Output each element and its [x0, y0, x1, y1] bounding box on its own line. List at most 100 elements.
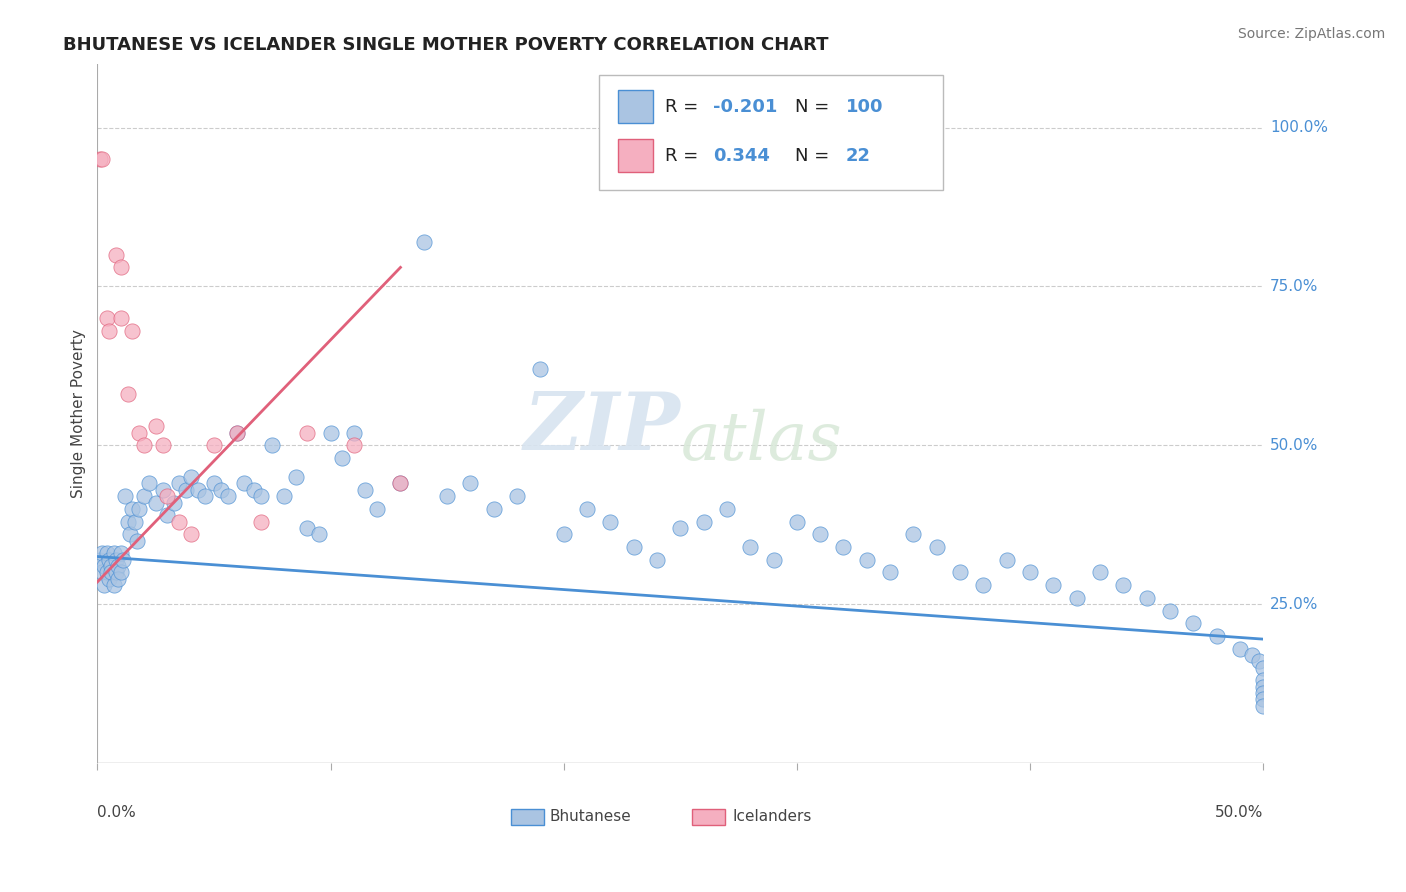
Point [1136, 591, 1159, 605]
Point [145, 419, 167, 434]
Point [879, 566, 901, 580]
Point [308, 527, 330, 541]
Text: R =: R = [665, 146, 704, 165]
Point [506, 489, 529, 503]
Point [319, 425, 342, 440]
Text: 75.0%: 75.0% [1270, 279, 1319, 294]
Text: N =: N = [794, 146, 835, 165]
Point [128, 501, 150, 516]
Text: Icelanders: Icelanders [733, 809, 813, 824]
Point [194, 489, 217, 503]
Point [1229, 641, 1251, 656]
Point [114, 489, 136, 503]
Point [117, 387, 139, 401]
Point [903, 527, 925, 541]
FancyBboxPatch shape [619, 90, 654, 123]
Point [856, 552, 879, 566]
Point [529, 362, 551, 376]
Point [343, 438, 366, 452]
FancyBboxPatch shape [619, 139, 654, 172]
Point [96, 311, 118, 326]
Point [1019, 566, 1042, 580]
Point [343, 425, 366, 440]
Point [91, 566, 114, 580]
FancyBboxPatch shape [512, 809, 544, 824]
Point [217, 489, 239, 503]
Text: ZIP: ZIP [523, 389, 681, 467]
Point [762, 552, 785, 566]
Point [100, 559, 122, 574]
Point [226, 425, 249, 440]
Point [89, 552, 111, 566]
Point [1251, 686, 1274, 700]
Point [180, 470, 202, 484]
Point [242, 483, 264, 497]
Text: 0.0%: 0.0% [97, 805, 136, 820]
Point [202, 476, 225, 491]
Point [389, 476, 412, 491]
Point [366, 501, 388, 516]
Point [786, 515, 808, 529]
Point [482, 501, 505, 516]
Point [110, 566, 132, 580]
Point [98, 324, 121, 338]
Point [972, 578, 994, 592]
Point [1251, 661, 1274, 675]
Point [1247, 654, 1270, 668]
Point [460, 476, 482, 491]
Point [209, 483, 232, 497]
Point [124, 515, 146, 529]
Point [1066, 591, 1088, 605]
Point [187, 483, 209, 497]
Point [103, 546, 125, 560]
Point [273, 489, 295, 503]
Point [105, 566, 128, 580]
Text: R =: R = [665, 98, 704, 116]
FancyBboxPatch shape [599, 75, 942, 190]
Text: atlas: atlas [681, 409, 842, 475]
FancyBboxPatch shape [692, 809, 724, 824]
Point [89, 153, 111, 167]
Point [180, 527, 202, 541]
Text: BHUTANESE VS ICELANDER SINGLE MOTHER POVERTY CORRELATION CHART: BHUTANESE VS ICELANDER SINGLE MOTHER POV… [63, 36, 828, 54]
Point [91, 153, 114, 167]
Point [111, 552, 134, 566]
Point [284, 470, 307, 484]
Point [118, 527, 141, 541]
Point [174, 483, 197, 497]
Point [1112, 578, 1135, 592]
Point [716, 501, 738, 516]
Point [1251, 698, 1274, 713]
Point [669, 521, 692, 535]
Point [389, 476, 412, 491]
Point [167, 515, 190, 529]
Text: N =: N = [794, 98, 835, 116]
Point [295, 521, 318, 535]
Point [96, 546, 118, 560]
Point [995, 552, 1018, 566]
Point [354, 483, 377, 497]
Point [105, 552, 128, 566]
Point [110, 546, 132, 560]
Point [925, 540, 948, 554]
Point [98, 572, 121, 586]
Point [1042, 578, 1064, 592]
Point [138, 476, 160, 491]
Point [91, 546, 114, 560]
Text: 50.0%: 50.0% [1270, 438, 1319, 453]
Point [623, 540, 645, 554]
Point [167, 476, 190, 491]
Point [128, 425, 150, 440]
Point [125, 533, 148, 548]
Point [553, 527, 575, 541]
Text: Bhutanese: Bhutanese [550, 809, 631, 824]
Text: Source: ZipAtlas.com: Source: ZipAtlas.com [1237, 27, 1385, 41]
Point [832, 540, 855, 554]
Point [1088, 566, 1111, 580]
Point [1251, 673, 1274, 688]
Point [156, 508, 179, 523]
Point [1251, 692, 1274, 706]
Text: 0.344: 0.344 [713, 146, 770, 165]
Point [330, 450, 353, 465]
Text: 100: 100 [846, 98, 883, 116]
